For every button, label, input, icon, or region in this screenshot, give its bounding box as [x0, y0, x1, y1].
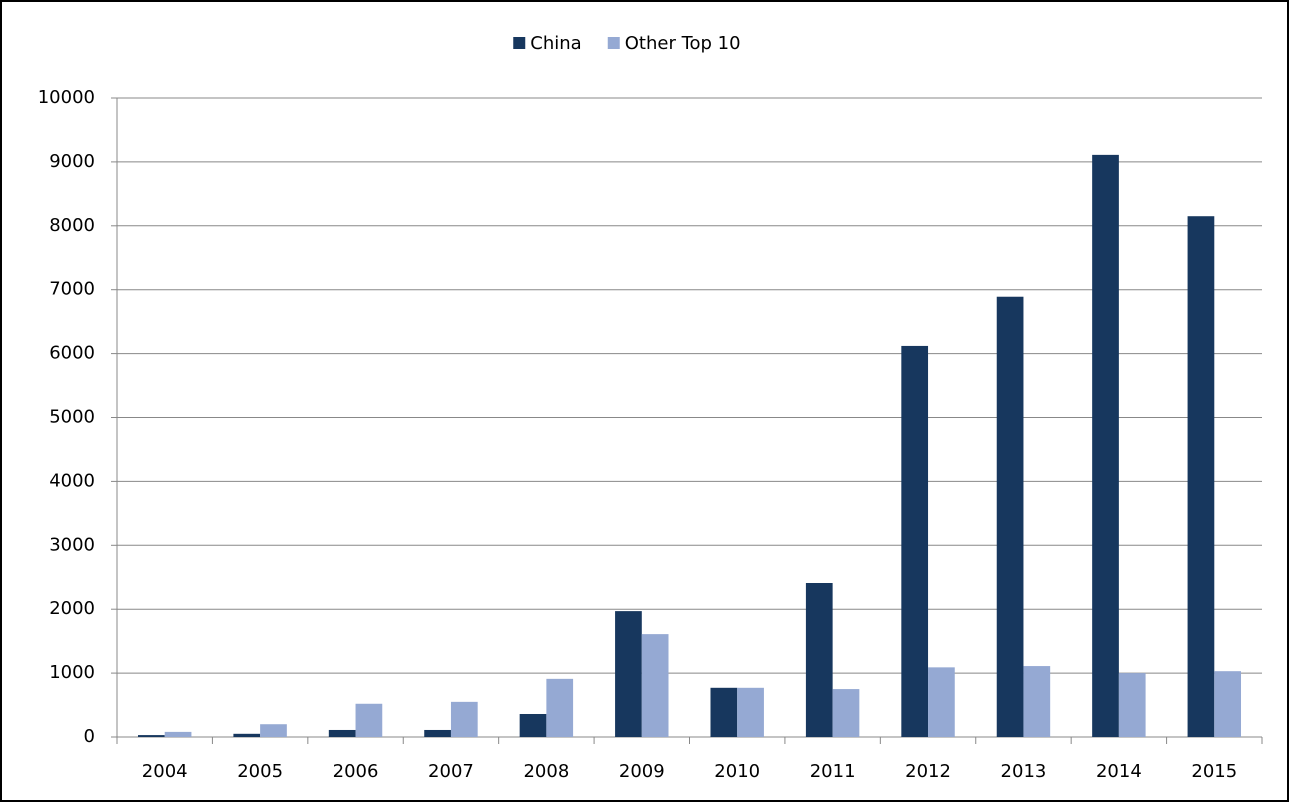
bar	[546, 678, 574, 737]
legend-swatch	[513, 37, 526, 49]
x-tick-label: 2014	[1096, 761, 1142, 782]
bar	[1214, 671, 1242, 737]
bar	[450, 701, 478, 737]
x-tick-label: 2011	[810, 761, 856, 782]
bar	[137, 735, 165, 737]
x-tick-label: 2010	[714, 761, 760, 782]
bar	[424, 729, 451, 737]
y-tick-label: 6000	[49, 343, 95, 364]
legend-label: Other Top 10	[625, 33, 741, 54]
x-tick-label: 2008	[523, 761, 569, 782]
x-tick-label: 2009	[619, 761, 665, 782]
x-tick-label: 2005	[237, 761, 283, 782]
bar	[164, 731, 192, 737]
bar	[328, 729, 356, 737]
y-tick-label: 7000	[49, 279, 95, 300]
bar	[233, 733, 261, 737]
bar	[615, 611, 642, 737]
bar	[737, 687, 764, 737]
y-tick-label: 0	[84, 726, 95, 747]
bar	[1187, 216, 1215, 738]
x-tick-label: 2007	[428, 761, 474, 782]
legend-swatch	[607, 37, 620, 49]
bar	[355, 703, 383, 737]
x-tick-label: 2012	[905, 761, 951, 782]
x-tick-label: 2015	[1191, 761, 1237, 782]
x-tick-label: 2004	[142, 761, 188, 782]
bar	[928, 667, 955, 737]
bar	[996, 296, 1024, 737]
bar	[641, 634, 669, 737]
bar	[519, 713, 547, 737]
bar	[805, 583, 833, 737]
x-tick-label: 2006	[333, 761, 379, 782]
y-tick-label: 4000	[49, 470, 95, 491]
y-tick-label: 5000	[49, 407, 95, 428]
bar	[1023, 666, 1051, 737]
y-tick-label: 3000	[49, 534, 95, 555]
y-tick-label: 10000	[38, 87, 95, 108]
bar	[260, 724, 287, 737]
bar	[832, 689, 860, 737]
bar	[710, 687, 738, 737]
bar	[901, 345, 929, 737]
y-tick-label: 8000	[49, 215, 95, 236]
bar	[1118, 673, 1146, 737]
y-tick-label: 1000	[49, 662, 95, 683]
bar	[1092, 154, 1119, 738]
y-tick-label: 9000	[49, 151, 95, 172]
y-tick-label: 2000	[49, 598, 95, 619]
x-tick-label: 2013	[1001, 761, 1047, 782]
legend-label: China	[530, 33, 581, 54]
